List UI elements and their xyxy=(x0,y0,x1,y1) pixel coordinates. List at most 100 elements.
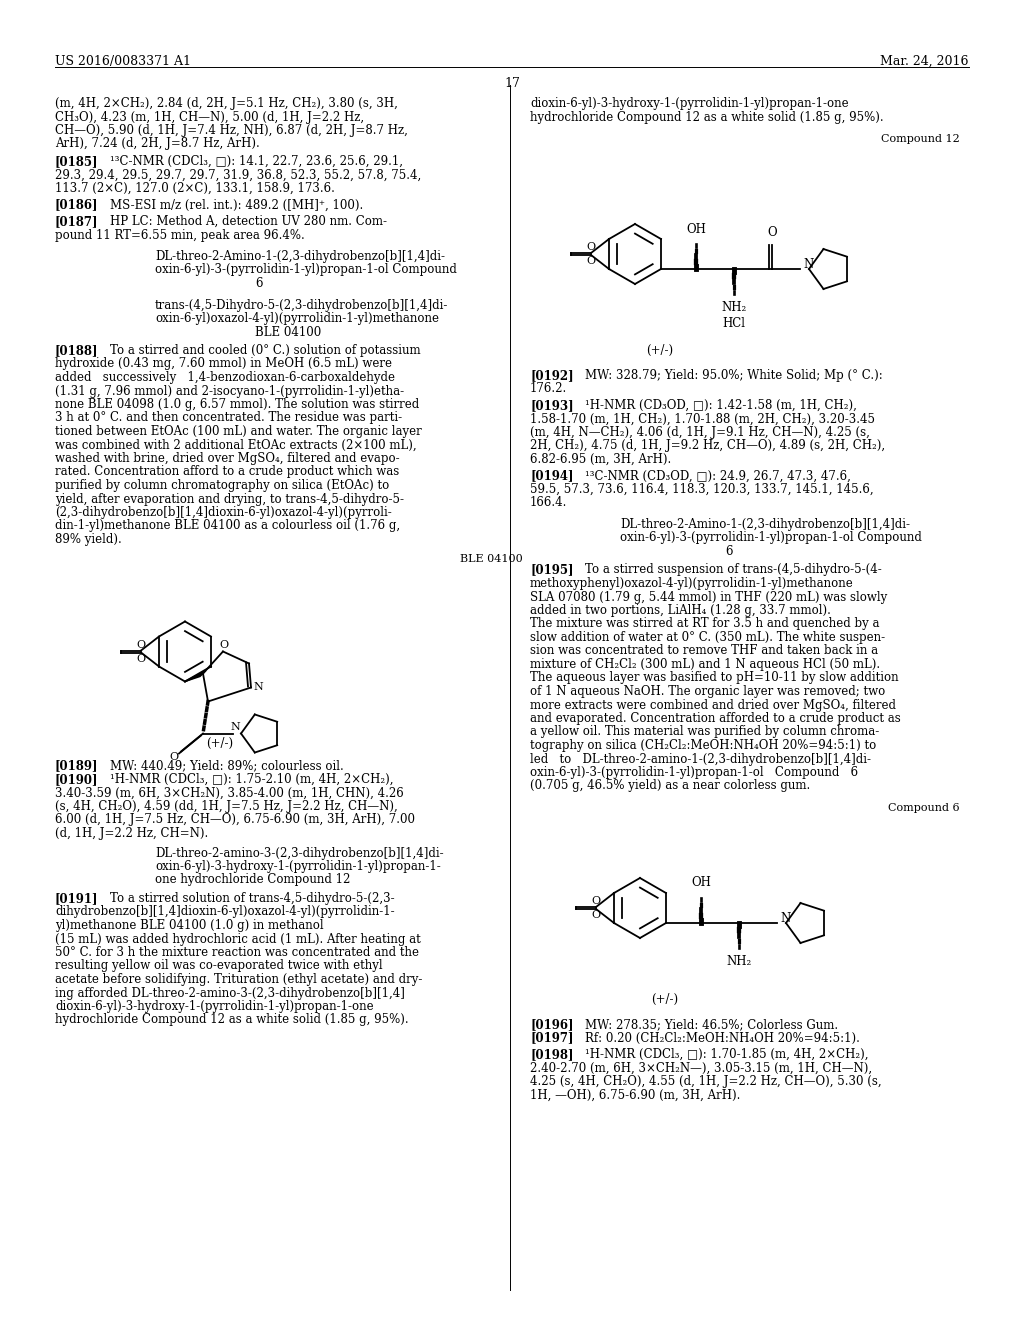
Text: DL-threo-2-amino-3-(2,3-dihydrobenzo[b][1,4]di-: DL-threo-2-amino-3-(2,3-dihydrobenzo[b][… xyxy=(155,846,443,859)
Text: [0190]: [0190] xyxy=(55,774,98,785)
Text: (+/-): (+/-) xyxy=(207,737,233,750)
Text: yield, after evaporation and drying, to trans-4,5-dihydro-5-: yield, after evaporation and drying, to … xyxy=(55,492,404,506)
Text: tioned between EtOAc (100 mL) and water. The organic layer: tioned between EtOAc (100 mL) and water.… xyxy=(55,425,422,438)
Text: dioxin-6-yl)-3-hydroxy-1-(pyrrolidin-1-yl)propan-1-one: dioxin-6-yl)-3-hydroxy-1-(pyrrolidin-1-y… xyxy=(530,96,849,110)
Text: [0196]: [0196] xyxy=(530,1018,573,1031)
Text: more extracts were combined and dried over MgSO₄, filtered: more extracts were combined and dried ov… xyxy=(530,698,896,711)
Text: ¹H-NMR (CDCl₃, □): 1.75-2.10 (m, 4H, 2×CH₂),: ¹H-NMR (CDCl₃, □): 1.75-2.10 (m, 4H, 2×C… xyxy=(110,774,393,785)
Text: (m, 4H, 2×CH₂), 2.84 (d, 2H, J=5.1 Hz, CH₂), 3.80 (s, 3H,: (m, 4H, 2×CH₂), 2.84 (d, 2H, J=5.1 Hz, C… xyxy=(55,96,398,110)
Text: Rf: 0.20 (CH₂Cl₂:MeOH:NH₄OH 20%=94:5:1).: Rf: 0.20 (CH₂Cl₂:MeOH:NH₄OH 20%=94:5:1). xyxy=(585,1031,860,1044)
Text: NH₂: NH₂ xyxy=(726,954,752,968)
Text: ing afforded DL-threo-2-amino-3-(2,3-dihydrobenzo[b][1,4]: ing afforded DL-threo-2-amino-3-(2,3-dih… xyxy=(55,986,404,999)
Text: 89% yield).: 89% yield). xyxy=(55,533,122,546)
Text: oxin-6-yl)-3-hydroxy-1-(pyrrolidin-1-yl)propan-1-: oxin-6-yl)-3-hydroxy-1-(pyrrolidin-1-yl)… xyxy=(155,861,440,873)
Text: Mar. 24, 2016: Mar. 24, 2016 xyxy=(881,55,969,69)
Text: oxin-6-yl)-3-(pyrrolidin-1-yl)propan-1-ol Compound: oxin-6-yl)-3-(pyrrolidin-1-yl)propan-1-o… xyxy=(155,264,457,276)
Text: 2.40-2.70 (m, 6H, 3×CH₂N—), 3.05-3.15 (m, 1H, CH—N),: 2.40-2.70 (m, 6H, 3×CH₂N—), 3.05-3.15 (m… xyxy=(530,1061,872,1074)
Text: one hydrochloride Compound 12: one hydrochloride Compound 12 xyxy=(155,874,350,887)
Text: 50° C. for 3 h the mixture reaction was concentrated and the: 50° C. for 3 h the mixture reaction was … xyxy=(55,946,419,960)
Text: added   successively   1,4-benzodioxan-6-carboxaldehyde: added successively 1,4-benzodioxan-6-car… xyxy=(55,371,395,384)
Text: MW: 440.49; Yield: 89%; colourless oil.: MW: 440.49; Yield: 89%; colourless oil. xyxy=(110,759,344,772)
Text: dioxin-6-yl)-3-hydroxy-1-(pyrrolidin-1-yl)propan-1-one: dioxin-6-yl)-3-hydroxy-1-(pyrrolidin-1-y… xyxy=(55,1001,374,1012)
Text: oxin-6-yl)oxazol-4-yl)(pyrrolidin-1-yl)methanone: oxin-6-yl)oxazol-4-yl)(pyrrolidin-1-yl)m… xyxy=(155,312,439,325)
Text: acetate before solidifying. Trituration (ethyl acetate) and dry-: acetate before solidifying. Trituration … xyxy=(55,973,422,986)
Text: 1.58-1.70 (m, 1H, CH₂), 1.70-1.88 (m, 2H, CH₂), 3.20-3.45: 1.58-1.70 (m, 1H, CH₂), 1.70-1.88 (m, 2H… xyxy=(530,412,874,425)
Text: O: O xyxy=(587,242,596,252)
Text: purified by column chromatography on silica (EtOAc) to: purified by column chromatography on sil… xyxy=(55,479,389,492)
Text: The mixture was stirred at RT for 3.5 h and quenched by a: The mixture was stirred at RT for 3.5 h … xyxy=(530,618,880,631)
Text: MS-ESI m/z (rel. int.): 489.2 ([MH]⁺, 100).: MS-ESI m/z (rel. int.): 489.2 ([MH]⁺, 10… xyxy=(110,198,364,211)
Text: N: N xyxy=(803,259,813,272)
Text: ArH), 7.24 (d, 2H, J=8.7 Hz, ArH).: ArH), 7.24 (d, 2H, J=8.7 Hz, ArH). xyxy=(55,137,260,150)
Text: [0192]: [0192] xyxy=(530,370,573,381)
Text: methoxyphenyl)oxazol-4-yl)(pyrrolidin-1-yl)methanone: methoxyphenyl)oxazol-4-yl)(pyrrolidin-1-… xyxy=(530,577,854,590)
Text: 113.7 (2×C), 127.0 (2×C), 133.1, 158.9, 173.6.: 113.7 (2×C), 127.0 (2×C), 133.1, 158.9, … xyxy=(55,182,335,195)
Text: [0195]: [0195] xyxy=(530,564,573,577)
Text: rated. Concentration afford to a crude product which was: rated. Concentration afford to a crude p… xyxy=(55,466,399,479)
Text: BLE 04100: BLE 04100 xyxy=(460,553,522,564)
Text: [0186]: [0186] xyxy=(55,198,98,211)
Text: N: N xyxy=(780,912,791,925)
Text: HCl: HCl xyxy=(723,317,745,330)
Text: ¹H-NMR (CD₃OD, □): 1.42-1.58 (m, 1H, CH₂),: ¹H-NMR (CD₃OD, □): 1.42-1.58 (m, 1H, CH₂… xyxy=(585,399,857,412)
Text: O: O xyxy=(592,896,601,906)
Text: N: N xyxy=(230,722,240,733)
Text: OH: OH xyxy=(686,223,706,236)
Text: [0188]: [0188] xyxy=(55,345,98,356)
Text: 2H, CH₂), 4.75 (d, 1H, J=9.2 Hz, CH—O), 4.89 (s, 2H, CH₂),: 2H, CH₂), 4.75 (d, 1H, J=9.2 Hz, CH—O), … xyxy=(530,440,885,453)
Text: (m, 4H, N—CH₂), 4.06 (d, 1H, J=9.1 Hz, CH—N), 4.25 (s,: (m, 4H, N—CH₂), 4.06 (d, 1H, J=9.1 Hz, C… xyxy=(530,426,869,440)
Text: To a stirred and cooled (0° C.) solution of potassium: To a stirred and cooled (0° C.) solution… xyxy=(110,345,421,356)
Text: [0197]: [0197] xyxy=(530,1031,573,1044)
Text: dihydrobenzo[b][1,4]dioxin-6-yl)oxazol-4-yl)(pyrrolidin-1-: dihydrobenzo[b][1,4]dioxin-6-yl)oxazol-4… xyxy=(55,906,394,919)
Text: oxin-6-yl)-3-(pyrrolidin-1-yl)propan-1-ol Compound: oxin-6-yl)-3-(pyrrolidin-1-yl)propan-1-o… xyxy=(620,532,922,544)
Text: (1.31 g, 7.96 mmol) and 2-isocyano-1-(pyrrolidin-1-yl)etha-: (1.31 g, 7.96 mmol) and 2-isocyano-1-(py… xyxy=(55,384,404,397)
Text: O: O xyxy=(169,751,178,762)
Text: [0189]: [0189] xyxy=(55,759,98,772)
Polygon shape xyxy=(185,671,206,681)
Text: added in two portions, LiAlH₄ (1.28 g, 33.7 mmol).: added in two portions, LiAlH₄ (1.28 g, 3… xyxy=(530,605,830,616)
Text: To a stirred suspension of trans-(4,5-dihydro-5-(4-: To a stirred suspension of trans-(4,5-di… xyxy=(585,564,882,577)
Text: 1H, —OH), 6.75-6.90 (m, 3H, ArH).: 1H, —OH), 6.75-6.90 (m, 3H, ArH). xyxy=(530,1089,740,1101)
Text: MW: 328.79; Yield: 95.0%; White Solid; Mp (° C.):: MW: 328.79; Yield: 95.0%; White Solid; M… xyxy=(585,370,883,381)
Text: NH₂: NH₂ xyxy=(721,301,746,314)
Text: ¹³C-NMR (CDCl₃, □): 14.1, 22.7, 23.6, 25.6, 29.1,: ¹³C-NMR (CDCl₃, □): 14.1, 22.7, 23.6, 25… xyxy=(110,154,403,168)
Text: (+/-): (+/-) xyxy=(651,993,679,1006)
Text: trans-(4,5-Dihydro-5-(2,3-dihydrobenzo[b][1,4]di-: trans-(4,5-Dihydro-5-(2,3-dihydrobenzo[b… xyxy=(155,298,449,312)
Text: 6.00 (d, 1H, J=7.5 Hz, CH—O), 6.75-6.90 (m, 3H, ArH), 7.00: 6.00 (d, 1H, J=7.5 Hz, CH—O), 6.75-6.90 … xyxy=(55,813,415,826)
Text: SLA 07080 (1.79 g, 5.44 mmol) in THF (220 mL) was slowly: SLA 07080 (1.79 g, 5.44 mmol) in THF (22… xyxy=(530,590,887,603)
Text: yl)methanone BLE 04100 (1.0 g) in methanol: yl)methanone BLE 04100 (1.0 g) in methan… xyxy=(55,919,324,932)
Text: hydrochloride Compound 12 as a white solid (1.85 g, 95%).: hydrochloride Compound 12 as a white sol… xyxy=(55,1014,409,1027)
Text: (s, 4H, CH₂O), 4.59 (dd, 1H, J=7.5 Hz, J=2.2 Hz, CH—N),: (s, 4H, CH₂O), 4.59 (dd, 1H, J=7.5 Hz, J… xyxy=(55,800,397,813)
Text: pound 11 RT=6.55 min, peak area 96.4%.: pound 11 RT=6.55 min, peak area 96.4%. xyxy=(55,228,305,242)
Text: [0187]: [0187] xyxy=(55,215,98,228)
Text: a yellow oil. This material was purified by column chroma-: a yellow oil. This material was purified… xyxy=(530,726,880,738)
Text: [0194]: [0194] xyxy=(530,470,573,483)
Text: O: O xyxy=(592,909,601,920)
Text: HP LC: Method A, detection UV 280 nm. Com-: HP LC: Method A, detection UV 280 nm. Co… xyxy=(110,215,387,228)
Text: MW: 278.35; Yield: 46.5%; Colorless Gum.: MW: 278.35; Yield: 46.5%; Colorless Gum. xyxy=(585,1018,838,1031)
Text: [0198]: [0198] xyxy=(530,1048,573,1061)
Text: 59.5, 57.3, 73.6, 116.4, 118.3, 120.3, 133.7, 145.1, 145.6,: 59.5, 57.3, 73.6, 116.4, 118.3, 120.3, 1… xyxy=(530,483,873,496)
Text: hydrochloride Compound 12 as a white solid (1.85 g, 95%).: hydrochloride Compound 12 as a white sol… xyxy=(530,111,884,124)
Text: 4.25 (s, 4H, CH₂O), 4.55 (d, 1H, J=2.2 Hz, CH—O), 5.30 (s,: 4.25 (s, 4H, CH₂O), 4.55 (d, 1H, J=2.2 H… xyxy=(530,1074,882,1088)
Text: Compound 12: Compound 12 xyxy=(882,135,961,144)
Text: The aqueous layer was basified to pH=10-11 by slow addition: The aqueous layer was basified to pH=10-… xyxy=(530,672,899,685)
Text: [0185]: [0185] xyxy=(55,154,98,168)
Text: (+/-): (+/-) xyxy=(646,345,674,356)
Text: (2,3-dihydrobenzo[b][1,4]dioxin-6-yl)oxazol-4-yl)(pyrroli-: (2,3-dihydrobenzo[b][1,4]dioxin-6-yl)oxa… xyxy=(55,506,392,519)
Text: din-1-yl)methanone BLE 04100 as a colourless oil (1.76 g,: din-1-yl)methanone BLE 04100 as a colour… xyxy=(55,520,400,532)
Text: 6: 6 xyxy=(255,277,262,290)
Text: none BLE 04098 (1.0 g, 6.57 mmol). The solution was stirred: none BLE 04098 (1.0 g, 6.57 mmol). The s… xyxy=(55,399,419,411)
Text: tography on silica (CH₂Cl₂:MeOH:NH₄OH 20%=94:5:1) to: tography on silica (CH₂Cl₂:MeOH:NH₄OH 20… xyxy=(530,739,877,752)
Text: was combined with 2 additional EtOAc extracts (2×100 mL),: was combined with 2 additional EtOAc ext… xyxy=(55,438,417,451)
Text: 29.3, 29.4, 29.5, 29.7, 29.7, 31.9, 36.8, 52.3, 55.2, 57.8, 75.4,: 29.3, 29.4, 29.5, 29.7, 29.7, 31.9, 36.8… xyxy=(55,169,421,181)
Text: [0193]: [0193] xyxy=(530,399,573,412)
Text: To a stirred solution of trans-4,5-dihydro-5-(2,3-: To a stirred solution of trans-4,5-dihyd… xyxy=(110,892,394,906)
Text: sion was concentrated to remove THF and taken back in a: sion was concentrated to remove THF and … xyxy=(530,644,879,657)
Text: US 2016/0083371 A1: US 2016/0083371 A1 xyxy=(55,55,191,69)
Text: ¹³C-NMR (CD₃OD, □): 24.9, 26.7, 47.3, 47.6,: ¹³C-NMR (CD₃OD, □): 24.9, 26.7, 47.3, 47… xyxy=(585,470,851,483)
Text: 3 h at 0° C. and then concentrated. The residue was parti-: 3 h at 0° C. and then concentrated. The … xyxy=(55,412,402,425)
Text: O: O xyxy=(136,653,145,664)
Text: of 1 N aqueous NaOH. The organic layer was removed; two: of 1 N aqueous NaOH. The organic layer w… xyxy=(530,685,886,698)
Text: 6: 6 xyxy=(725,545,732,558)
